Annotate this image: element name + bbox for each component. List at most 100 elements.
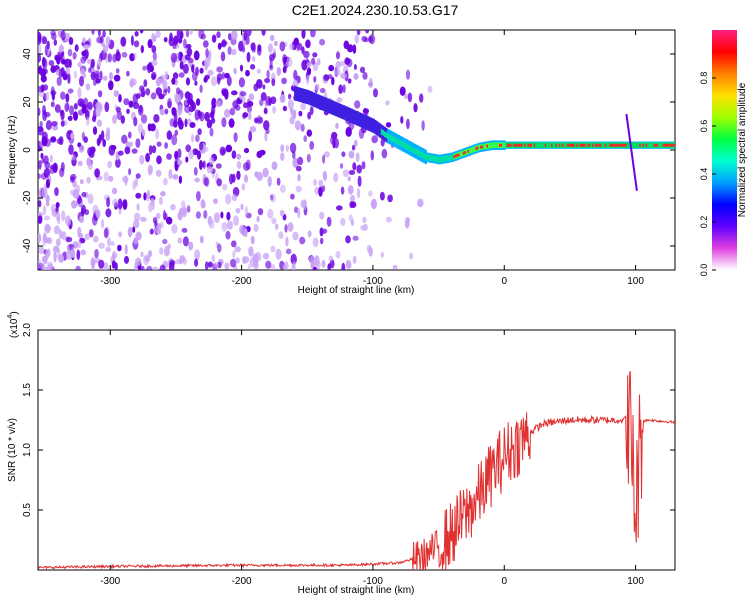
spectrogram-blob: [133, 236, 139, 245]
spectrogram-blob: [256, 215, 260, 223]
spectrogram-blob: [303, 135, 308, 143]
spectrogram-blob: [282, 66, 287, 74]
spectrogram-blob: [203, 177, 209, 187]
spectrogram-blob: [156, 155, 162, 165]
trace-core: [658, 142, 661, 149]
spectrogram-x-label: Height of straight line (km): [298, 285, 415, 296]
spectrogram-blob: [352, 255, 357, 264]
spectrogram-blob: [316, 58, 321, 66]
trace-core: [640, 142, 643, 149]
trace-band: [347, 107, 350, 122]
spectrogram-blob: [188, 241, 194, 251]
spectrogram-blob: [169, 32, 173, 42]
spectrogram-blob: [70, 132, 75, 140]
spectrogram-blob: [140, 251, 144, 257]
spectrogram-blob: [362, 108, 370, 114]
trace-core: [473, 146, 476, 153]
spectrogram-blob: [159, 247, 164, 255]
spectrogram-blob: [146, 265, 153, 270]
spectrogram-blob: [217, 77, 221, 85]
spectrogram-blob: [159, 108, 165, 116]
spectrogram-blob: [156, 141, 162, 147]
spectrogram-blob: [292, 157, 299, 168]
trace-core: [492, 142, 495, 149]
spectrogram-blob: [292, 150, 296, 160]
spectrogram-blob: [91, 115, 97, 123]
spectrogram-blob: [238, 40, 244, 52]
trace-core: [503, 142, 506, 149]
spectrogram-blob: [225, 230, 231, 240]
spectrogram-blob: [336, 205, 343, 211]
spectrogram-blob: [106, 197, 110, 208]
spectrogram-blob: [120, 115, 126, 124]
trace-core: [459, 151, 462, 158]
trace-core: [648, 142, 651, 149]
trace-band: [352, 109, 355, 124]
spectrogram-blob: [240, 203, 244, 211]
spectrogram-blob: [62, 73, 68, 81]
spectrogram-blob: [370, 150, 374, 161]
spectrogram-blob: [160, 74, 165, 85]
spectrogram-blob: [81, 103, 87, 114]
trace-core: [634, 142, 637, 149]
trace-core: [423, 153, 426, 159]
trace-band: [295, 86, 298, 101]
spectrogram-blob: [341, 262, 346, 270]
spectrogram-blob: [59, 109, 64, 116]
trace-core: [489, 142, 492, 149]
trace-band: [349, 108, 352, 123]
spectrogram-blob: [185, 156, 189, 163]
spectrogram-blob: [118, 94, 122, 103]
trace-band: [327, 98, 330, 113]
spectrogram-blob: [342, 84, 346, 94]
spectrogram-blob: [177, 148, 182, 159]
trace-peak: [645, 143, 648, 147]
snr-x-tick-label: -200: [232, 576, 252, 587]
spectrogram-blob: [184, 105, 191, 114]
spectrogram-blob: [51, 32, 57, 41]
trace-core: [505, 142, 508, 149]
trace-band: [331, 100, 334, 115]
trace-peak: [528, 143, 531, 147]
spectrogram-blob: [211, 254, 215, 263]
spectrogram-blob: [204, 261, 209, 270]
spectrogram-blob: [50, 136, 57, 142]
spectrogram-blob: [184, 118, 188, 128]
spectrogram-blob: [48, 60, 55, 67]
spectrogram-blob: [272, 106, 276, 114]
spectrogram-blob: [155, 169, 162, 177]
spectrogram-y-ticks: -40 -20 0 20 40: [22, 48, 675, 253]
trace-peak: [656, 143, 659, 147]
trace-peak: [562, 143, 564, 147]
trace-band: [322, 96, 325, 111]
spectrogram-blob: [256, 172, 263, 181]
spectrogram-blob: [159, 196, 163, 205]
spectrogram-blob: [53, 39, 57, 46]
spectrogram-blob: [295, 185, 302, 193]
trace-band: [302, 88, 304, 103]
spectrogram-blob: [45, 178, 51, 189]
spectrogram-blob: [323, 74, 330, 81]
spectrogram-blob: [115, 106, 121, 113]
trace-band: [303, 88, 306, 104]
spectrogram-blob: [226, 220, 233, 230]
spectrogram-blob: [347, 78, 352, 84]
spectrogram-blob: [279, 41, 286, 52]
trace-band: [297, 87, 300, 102]
spectrogram-blob: [86, 157, 91, 167]
spectrogram-blob: [297, 156, 304, 166]
spectrogram-blob: [302, 199, 308, 210]
spectrogram-blob: [42, 58, 48, 70]
spectrogram-blob: [336, 51, 340, 60]
trace-core: [565, 142, 568, 149]
spectrogram-blob: [352, 44, 357, 54]
trace-peak: [527, 143, 530, 147]
spectrogram-blob: [295, 165, 302, 172]
spectrogram-blob: [226, 75, 232, 87]
spectrogram-blob: [271, 217, 277, 225]
trace-core: [437, 156, 440, 163]
spectrogram-blob: [224, 262, 230, 270]
spectrogram-blob: [71, 154, 76, 161]
spectrogram-blob: [196, 191, 201, 202]
spectrogram-blob: [139, 154, 145, 165]
